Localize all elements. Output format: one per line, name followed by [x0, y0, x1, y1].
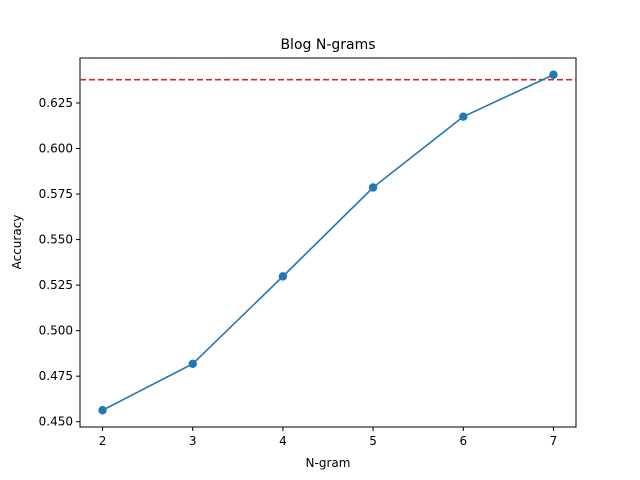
data-point — [368, 183, 378, 192]
x-tick-label: 5 — [369, 434, 377, 448]
y-tick-label: 0.575 — [39, 187, 73, 201]
y-tick-label: 0.500 — [39, 324, 73, 338]
x-tick-label: 4 — [279, 434, 287, 448]
plot-area: 2 3 4 5 6 7 0.450 0.475 0.500 0.525 0.550 0.575 0.60… — [39, 57, 577, 448]
x-tick-label: 3 — [189, 434, 197, 448]
data-point — [98, 406, 107, 415]
y-tick-label: 0.475 — [39, 369, 73, 383]
chart-title: Blog N-grams — [280, 37, 375, 53]
x-tick-label: 7 — [550, 434, 558, 448]
y-tick-label: 0.525 — [39, 278, 73, 292]
x-tick-label: 6 — [459, 434, 467, 448]
y-tick-label: 0.550 — [39, 233, 73, 247]
data-point — [549, 70, 558, 79]
data-point — [459, 112, 468, 121]
x-tick-label: 2 — [99, 434, 107, 448]
data-point — [188, 359, 197, 369]
y-axis-label: Accuracy — [10, 215, 24, 270]
x-axis-label: N-gram — [306, 456, 351, 470]
y-tick-label: 0.450 — [39, 415, 73, 429]
y-tick-label: 0.600 — [39, 142, 73, 156]
series-line — [102, 74, 554, 411]
axes-frame — [79, 57, 577, 428]
data-point — [278, 272, 288, 281]
y-tick-label: 0.625 — [39, 96, 73, 110]
